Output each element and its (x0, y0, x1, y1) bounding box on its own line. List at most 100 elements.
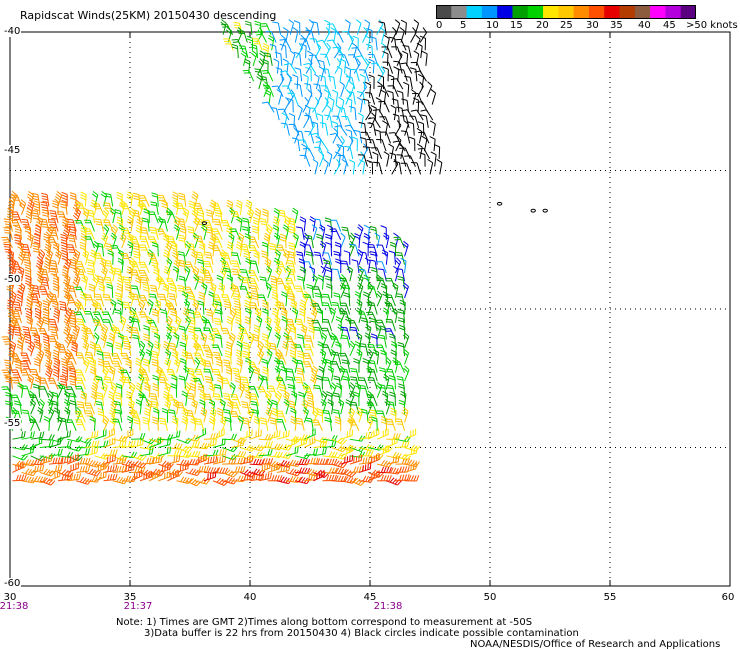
wind-barb-feather (389, 374, 396, 378)
wind-barb-feather (335, 344, 342, 348)
wind-barb (322, 361, 328, 373)
wind-barb-feather (117, 257, 124, 262)
wind-barb-feather (295, 321, 302, 323)
wind-barb (228, 360, 232, 373)
wind-barb-feather (44, 263, 51, 267)
wind-barb (46, 277, 50, 290)
wind-barb-feather (42, 321, 49, 325)
wind-barb (403, 310, 406, 323)
wind-barb-feather (73, 270, 79, 276)
wind-barb-feather (353, 358, 360, 362)
wind-barb-feather (94, 332, 100, 338)
wind-barb (276, 435, 289, 440)
wind-barb (373, 286, 378, 299)
wind-barb-feather (406, 440, 410, 447)
wind-barb-feather (296, 275, 304, 279)
wind-barb-feather (26, 307, 33, 312)
wind-barb (335, 228, 342, 240)
wind-barb (266, 377, 269, 390)
wind-barb-feather (192, 191, 199, 196)
wind-barb-feather (97, 280, 104, 284)
wind-barb (21, 447, 34, 450)
wind-barb (84, 194, 87, 207)
wind-barb (375, 252, 378, 265)
wind-barb-feather (68, 225, 75, 229)
wind-barb-feather (216, 358, 223, 362)
wind-barb-feather (373, 349, 379, 353)
wind-barb-feather (180, 360, 186, 364)
wind-barb-feather (266, 401, 272, 406)
wind-barb-feather (250, 287, 257, 290)
wind-barb (290, 278, 296, 290)
wind-barb-feather (29, 401, 35, 407)
wind-barb-feather (269, 347, 276, 350)
wind-barb (48, 418, 51, 431)
wind-barb-feather (43, 343, 50, 348)
wind-barb-feather (216, 274, 223, 279)
wind-barb-feather (181, 351, 188, 356)
wind-barb-feather (300, 329, 307, 334)
wind-barb-feather (66, 431, 69, 438)
wind-barb-feather (42, 214, 49, 217)
wind-barb-feather (26, 299, 33, 304)
wind-barb (293, 402, 296, 415)
wind-barb-feather (233, 446, 238, 452)
wind-barb-feather (87, 211, 94, 215)
wind-barb-feather (230, 382, 236, 387)
wind-barb (80, 261, 86, 274)
wind-barb-feather (288, 405, 295, 409)
wind-barb-feather (123, 347, 131, 350)
wind-barb-feather (74, 210, 80, 215)
wind-barb (400, 419, 406, 432)
wind-barb-feather (24, 338, 31, 342)
wind-barb-feather (117, 370, 124, 375)
wind-barb-feather (68, 375, 75, 378)
wind-barb (349, 269, 353, 282)
wind-barb-feather (272, 221, 279, 226)
wind-barb-feather (89, 362, 96, 367)
wind-barb-feather (361, 319, 368, 323)
wind-barb-feather (187, 231, 195, 234)
wind-barb (322, 455, 335, 459)
wind-barb-feather (378, 337, 385, 340)
wind-barb-feather (209, 237, 216, 242)
wind-barb-feather (172, 415, 179, 420)
wind-barb-feather (53, 310, 60, 315)
wind-barb-feather (262, 299, 269, 304)
wind-barb (194, 433, 206, 440)
wind-barb (313, 445, 326, 448)
wind-barb-feather (64, 276, 70, 281)
wind-barb-feather (270, 288, 277, 292)
wind-barb-feather (295, 359, 302, 362)
wind-barb-feather (21, 444, 26, 450)
wind-barb-feather (91, 199, 98, 204)
wind-barb-feather (112, 224, 118, 230)
wind-barb-feather (323, 262, 330, 265)
wind-barb (143, 295, 150, 307)
wind-barb-feather (126, 393, 132, 398)
wind-barb-feather (321, 398, 327, 404)
wind-barb-feather (80, 296, 87, 300)
wind-barb-feather (369, 259, 376, 262)
wind-barb-feather (395, 433, 399, 440)
wind-barb-feather (296, 362, 303, 365)
wind-barb (121, 369, 125, 382)
wind-barb-feather (242, 417, 249, 420)
wind-barb (183, 261, 187, 274)
wind-barb-feather (136, 439, 139, 446)
wind-barb (110, 194, 114, 207)
wind-barb-feather (71, 343, 78, 348)
wind-barb-feather (387, 447, 393, 453)
wind-barb-feather (95, 223, 103, 226)
wind-barb-feather (223, 300, 230, 304)
wind-barb-feather (69, 228, 76, 231)
wind-barb-feather (299, 313, 305, 317)
wind-barb (66, 410, 71, 423)
wind-barb-feather (305, 253, 312, 256)
wind-barb-feather (13, 328, 20, 331)
wind-barb-feather (169, 283, 176, 287)
wind-barb-feather (240, 457, 243, 464)
wind-barb-feather (24, 266, 31, 270)
wind-barb-feather (235, 246, 242, 251)
wind-barb-feather (163, 343, 170, 348)
